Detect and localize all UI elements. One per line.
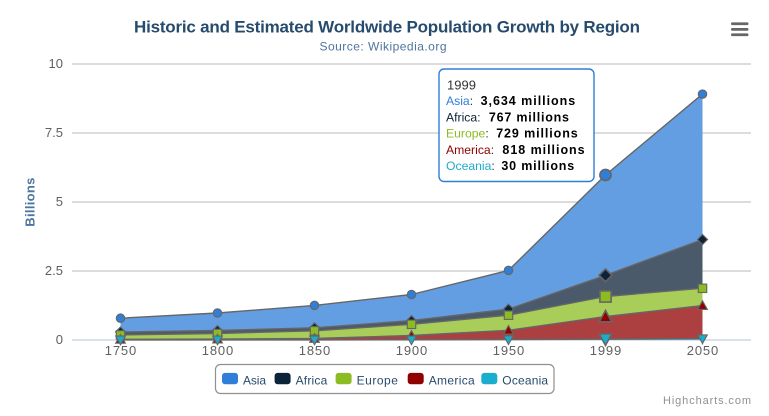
svg-text:10: 10 xyxy=(49,56,63,71)
svg-text:Africa: Africa xyxy=(296,373,328,387)
svg-text:3,634 millions: 3,634 millions xyxy=(481,94,576,108)
svg-text:1950: 1950 xyxy=(493,343,525,358)
svg-text:Historic and Estimated Worldwi: Historic and Estimated Worldwide Populat… xyxy=(134,18,640,37)
svg-text:7.5: 7.5 xyxy=(45,125,63,140)
svg-text:Oceania: Oceania xyxy=(502,373,548,387)
svg-text:5: 5 xyxy=(56,194,63,209)
svg-text:1750: 1750 xyxy=(105,343,137,358)
svg-text:Highcharts.com: Highcharts.com xyxy=(663,395,751,407)
svg-text:767 millions: 767 millions xyxy=(489,110,569,124)
svg-text:2050: 2050 xyxy=(687,343,719,358)
svg-text:1999: 1999 xyxy=(447,78,476,93)
svg-text:Africa:: Africa: xyxy=(446,110,481,124)
svg-text:818 millions: 818 millions xyxy=(502,143,584,157)
svg-text:Source: Wikipedia.org: Source: Wikipedia.org xyxy=(320,40,447,54)
svg-text:Europe:: Europe: xyxy=(446,127,489,141)
svg-text:Oceania:: Oceania: xyxy=(446,159,495,173)
svg-text:1999: 1999 xyxy=(590,343,622,358)
svg-text:0: 0 xyxy=(56,332,63,347)
svg-text:1800: 1800 xyxy=(202,343,234,358)
svg-text:30 millions: 30 millions xyxy=(501,159,574,173)
svg-text:Asia: Asia xyxy=(243,373,266,387)
svg-text:2.5: 2.5 xyxy=(45,263,63,278)
svg-text:Europe: Europe xyxy=(357,373,399,387)
svg-text:Billions: Billions xyxy=(23,177,38,226)
svg-text:1850: 1850 xyxy=(299,343,331,358)
svg-text:729 millions: 729 millions xyxy=(496,127,578,141)
svg-text:America:: America: xyxy=(446,143,494,157)
svg-text:America: America xyxy=(429,373,475,387)
svg-text:1900: 1900 xyxy=(396,343,428,358)
svg-text:Asia:: Asia: xyxy=(446,94,473,108)
